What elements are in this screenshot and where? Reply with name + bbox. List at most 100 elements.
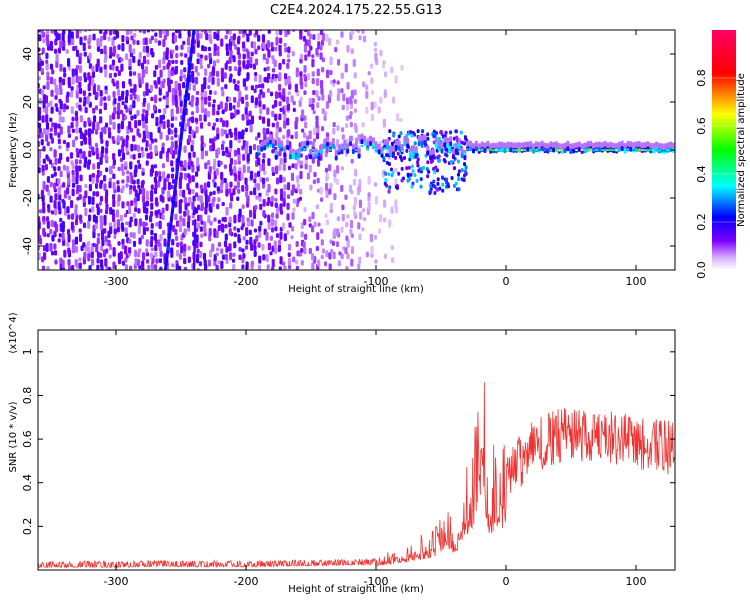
heatmap-cell	[162, 51, 167, 60]
heatmap-cell	[90, 258, 95, 266]
heatmap-cell	[191, 95, 195, 101]
heatmap-cell	[149, 210, 154, 217]
heatmap-cell	[87, 45, 92, 50]
heatmap-cell	[253, 88, 257, 93]
heatmap-cell	[271, 171, 275, 177]
heatmap-cell	[263, 67, 267, 72]
heatmap-cell	[269, 235, 273, 241]
heatmap-cell	[71, 182, 76, 188]
heatmap-cell	[75, 64, 80, 70]
heatmap-cell	[167, 181, 172, 191]
heatmap-cell	[370, 113, 375, 122]
heatmap-cell	[170, 123, 174, 128]
heatmap-cell	[329, 202, 333, 211]
heatmap-cell	[178, 253, 182, 260]
heatmap-cell	[365, 251, 369, 258]
heatmap-cell	[344, 63, 348, 73]
heatmap-cell	[192, 265, 196, 270]
heatmap-cell	[58, 193, 62, 201]
heatmap-cell	[237, 233, 241, 243]
heatmap-cell	[136, 178, 140, 185]
heatmap-cell	[306, 145, 309, 148]
heatmap-cell	[367, 192, 371, 198]
heatmap-cell	[155, 258, 159, 264]
heatmap-cell	[75, 165, 79, 173]
heatmap-cell	[120, 57, 124, 62]
heatmap-cell	[62, 67, 67, 73]
heatmap-cell	[353, 196, 357, 206]
heatmap-cell	[75, 126, 79, 134]
heatmap-cell	[336, 228, 340, 236]
heatmap-cell	[79, 174, 83, 182]
heatmap-cell	[303, 115, 307, 121]
heatmap-cell	[219, 101, 223, 109]
heatmap-cell	[270, 227, 275, 233]
heatmap-cell	[103, 214, 107, 224]
heatmap-cell	[325, 250, 329, 258]
heatmap-cell	[45, 62, 49, 71]
heatmap-cell	[204, 68, 208, 76]
colorbar-tick-label: 0.2	[695, 213, 708, 231]
heatmap-cell	[254, 172, 258, 179]
heatmap-cell	[233, 66, 238, 72]
heatmap-cell	[221, 90, 225, 97]
heatmap-cell	[202, 252, 207, 261]
heatmap-cell	[252, 211, 257, 219]
heatmap-cell	[161, 142, 165, 148]
heatmap-cell	[183, 67, 187, 73]
heatmap-cell	[224, 233, 228, 241]
heatmap-cell	[380, 152, 384, 158]
heatmap-cell	[410, 133, 414, 138]
heatmap-cell	[215, 117, 219, 122]
heatmap-cell	[116, 218, 120, 228]
heatmap-cell	[394, 75, 398, 84]
heatmap-cell	[320, 79, 324, 89]
heatmap-cell	[108, 131, 112, 139]
heatmap-cell	[59, 40, 63, 49]
heatmap-cell	[274, 197, 278, 202]
heatmap-cell	[233, 214, 237, 224]
heatmap-cell	[153, 80, 157, 86]
heatmap-cell	[183, 266, 188, 270]
heatmap-cell	[554, 149, 558, 151]
heatmap-cell	[179, 199, 183, 204]
heatmap-cell	[406, 143, 410, 149]
heatmap-cell	[277, 239, 282, 245]
heatmap-cell	[374, 182, 378, 187]
heatmap-cell	[246, 217, 250, 222]
heatmap-cell	[78, 76, 83, 82]
heatmap-cell	[157, 76, 161, 85]
heatmap-x-ticks: -300 -200 -100 0 100	[104, 30, 647, 288]
heatmap-cell	[317, 155, 321, 161]
heatmap-cell	[179, 189, 183, 197]
heatmap-cell	[477, 149, 481, 151]
heatmap-cell	[242, 164, 246, 173]
heatmap-cell	[133, 197, 137, 204]
heatmap-cell	[224, 102, 228, 111]
heatmap-cell	[340, 226, 344, 233]
heatmap-cell	[145, 45, 150, 53]
heatmap-cell	[207, 101, 212, 108]
heatmap-cell	[361, 208, 366, 213]
heatmap-cell	[223, 72, 227, 79]
heatmap-cell	[287, 91, 291, 96]
heatmap-cell	[387, 189, 391, 194]
heatmap-cell	[44, 95, 48, 104]
heatmap-cell	[447, 184, 451, 189]
heatmap-cell	[192, 30, 196, 35]
heatmap-cell	[449, 130, 453, 135]
heatmap-cell	[101, 146, 105, 154]
heatmap-cell	[112, 247, 116, 252]
heatmap-cell	[469, 146, 473, 152]
heatmap-cell	[146, 30, 150, 33]
heatmap-cell	[240, 172, 244, 181]
heatmap-cell	[58, 98, 62, 104]
heatmap-cell	[134, 206, 138, 212]
heatmap-cell	[397, 134, 401, 139]
heatmap-cell	[300, 109, 305, 119]
heatmap-cell	[275, 121, 279, 129]
heatmap-cell	[104, 122, 109, 128]
heatmap-cell	[211, 243, 215, 252]
heatmap-cell	[311, 155, 315, 164]
heatmap-cell	[250, 219, 254, 227]
